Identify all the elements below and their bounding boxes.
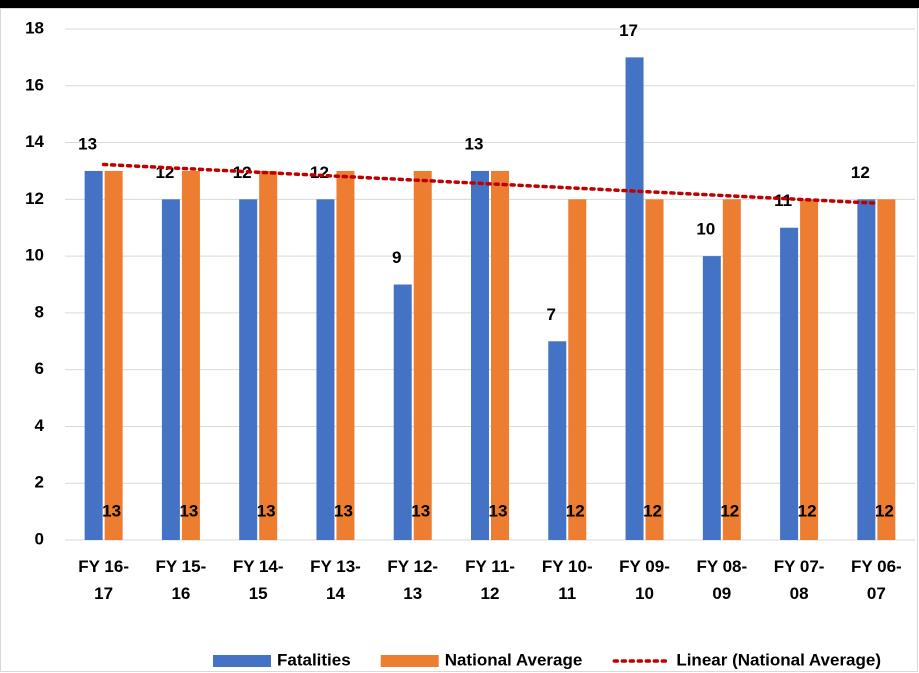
data-label: 12 [643, 501, 662, 520]
bar [722, 199, 741, 541]
bar [393, 284, 412, 540]
y-tick-label: 18 [25, 18, 44, 37]
bar [181, 170, 200, 540]
legend-swatch [213, 655, 271, 667]
y-tick-label: 2 [35, 473, 44, 492]
legend-label: National Average [445, 650, 583, 669]
y-tick-label: 10 [25, 246, 44, 265]
bar [548, 341, 567, 540]
data-label: 12 [851, 163, 870, 182]
y-tick-label: 16 [25, 75, 44, 94]
data-label: 13 [489, 501, 508, 520]
bar [800, 199, 819, 541]
bar [568, 199, 587, 541]
data-label: 11 [774, 191, 792, 210]
x-tick-label: FY 11-12 [465, 557, 515, 603]
x-tick-label: FY 09-10 [619, 557, 670, 603]
bar [336, 170, 355, 540]
legend-label: Linear (National Average) [676, 650, 881, 669]
y-tick-label: 14 [25, 132, 44, 151]
bar [104, 170, 123, 540]
x-tick-label: FY 13-14 [310, 557, 361, 603]
data-label: 7 [547, 305, 556, 324]
data-label: 12 [310, 163, 329, 182]
bar [625, 57, 644, 541]
y-tick-label: 4 [35, 416, 45, 435]
data-label: 17 [619, 21, 638, 40]
legend-label: Fatalities [277, 650, 351, 669]
x-tick-label: FY 06-07 [851, 557, 902, 603]
bar [413, 170, 432, 540]
bar [645, 199, 664, 541]
data-label: 13 [102, 501, 121, 520]
x-tick-label: FY 15-16 [156, 557, 207, 603]
x-tick-label: FY 10-11 [542, 557, 593, 603]
trendline [101, 162, 879, 205]
data-label: 9 [392, 248, 401, 267]
y-tick-label: 0 [35, 529, 44, 548]
bar [877, 199, 896, 541]
bar [702, 256, 721, 540]
data-label: 12 [720, 501, 739, 520]
bar [316, 199, 335, 541]
x-tick-label: FY 08-09 [696, 557, 747, 603]
data-label: 13 [334, 501, 353, 520]
top-bar [0, 0, 919, 8]
x-tick-label: FY 16-17 [78, 557, 129, 603]
bar [84, 170, 103, 540]
y-tick-label: 6 [35, 359, 44, 378]
data-label: 12 [155, 163, 174, 182]
data-label: 13 [78, 134, 97, 153]
x-tick-label: FY 07-08 [774, 557, 825, 603]
bar [239, 199, 258, 541]
bar [259, 170, 278, 540]
y-tick-label: 12 [25, 189, 44, 208]
data-label: 12 [875, 501, 894, 520]
bar [491, 170, 509, 540]
bar [471, 170, 489, 540]
data-label: 13 [465, 134, 484, 153]
x-tick-label: FY 14-15 [233, 557, 284, 603]
legend-swatch [380, 655, 439, 667]
bar [780, 227, 799, 540]
bar [161, 199, 180, 541]
data-label: 13 [257, 501, 276, 520]
x-tick-label: FY 12-13 [387, 557, 438, 603]
data-label: 13 [411, 501, 430, 520]
y-tick-label: 8 [35, 302, 44, 321]
data-label: 12 [566, 501, 585, 520]
frame [0, 8, 918, 672]
bar [857, 199, 876, 541]
data-label: 12 [798, 501, 817, 520]
data-label: 13 [179, 501, 198, 520]
data-label: 10 [696, 220, 715, 239]
